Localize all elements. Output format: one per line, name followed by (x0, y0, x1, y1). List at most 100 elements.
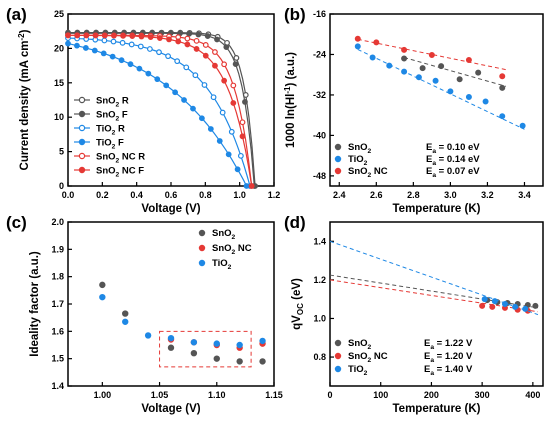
jv-point (192, 72, 199, 79)
x-tick-label-c: 1.00 (94, 390, 112, 400)
legend-label: SnO2 (212, 228, 236, 241)
x-axis-title-d: Temperature (K) (393, 403, 481, 415)
legend-label: TiO2 (348, 154, 368, 167)
data-point (213, 340, 220, 347)
legend-ea: Ea = 1.20 V (424, 351, 473, 364)
legend-marker (78, 96, 86, 104)
legend-marker (334, 365, 342, 373)
legend-marker (334, 339, 342, 347)
legend-marker (198, 244, 206, 252)
data-point (499, 73, 506, 80)
x-tick-label-d: 400 (525, 390, 540, 400)
x-tick-label-a: 0.8 (199, 190, 212, 200)
fit-line-2 (357, 38, 507, 71)
x-tick-label-d: 100 (373, 390, 388, 400)
x-tick-label-a: 1.2 (268, 190, 281, 200)
legend-ea: Ea = 0.07 eV (426, 166, 480, 179)
jv-point (163, 82, 170, 89)
x-tick-label-d: 300 (475, 390, 490, 400)
data-point (475, 69, 482, 76)
jv-point (181, 97, 187, 103)
data-point (499, 84, 506, 91)
legend-label: SnO2 (348, 338, 372, 351)
y-tick-label-b: -16 (313, 9, 326, 19)
x-tick-label-b: 3.4 (518, 190, 531, 200)
jv-point (154, 76, 161, 83)
x-tick-label-b: 3.0 (444, 190, 457, 200)
legend-label: SnO2 NC (348, 351, 388, 364)
jv-point (190, 105, 196, 112)
jv-point (219, 109, 226, 116)
jv-point (202, 42, 209, 48)
highlight-box (159, 330, 252, 368)
y-tick-label-a: 15 (54, 78, 64, 88)
jv-point (193, 37, 200, 44)
legend-label: TiO2 (348, 364, 368, 377)
x-axis-title-b: Temperature (K) (393, 203, 481, 215)
legend-label: SnO2 (348, 142, 372, 155)
jv-point (201, 82, 208, 88)
fit-line-1 (357, 48, 525, 130)
data-point (144, 332, 152, 339)
y-axis-title-b: 1000 ln(Hl-1) (a.u.) (283, 52, 297, 148)
data-point (401, 46, 408, 53)
panel-b-chart: 2.4 2.6 2.8 3.0 3.2 3.4 -16 -24 -32 -40 -48 Tempera… (283, 9, 544, 215)
jv-point (109, 53, 116, 60)
data-point (236, 341, 243, 349)
data-point (465, 57, 472, 64)
jv-point (65, 32, 71, 39)
y-tick-label-a: 10 (54, 112, 64, 122)
jv-point (92, 32, 99, 39)
x-tick-label-a: 0.4 (130, 190, 143, 200)
y-tick-label-c: 1.8 (51, 272, 64, 282)
panel-label-c: (c) (6, 213, 27, 232)
data-point (373, 39, 380, 46)
jv-point (186, 30, 192, 37)
y-tick-label-d: 1.2 (313, 275, 326, 285)
y-tick-label-a: 5 (59, 147, 64, 157)
y-tick-label-d: 1.0 (313, 313, 326, 323)
legend-marker (78, 124, 86, 132)
x-tick-label-c: 1.15 (265, 390, 283, 400)
jv-point (147, 34, 154, 41)
data-point (167, 344, 175, 351)
data-point (354, 43, 361, 50)
jv-point (204, 33, 211, 39)
y-tick-label-c: 1.5 (51, 354, 64, 364)
legend-label: SnO2 R (96, 96, 129, 109)
data-point (438, 63, 445, 70)
jv-point (214, 36, 220, 43)
data-point (213, 355, 220, 362)
jv-point (118, 57, 125, 64)
legend-label: TiO2 F (96, 138, 124, 151)
jv-point (248, 183, 255, 189)
jv-point (230, 82, 237, 89)
legend-label: SnO2 NC (212, 243, 252, 256)
data-point (122, 310, 129, 317)
x-tick-label-c: 1.05 (151, 390, 169, 400)
plot-frame-b (329, 13, 544, 187)
jv-point (212, 49, 218, 55)
data-point (512, 303, 519, 310)
data-point (401, 55, 408, 62)
x-tick-label-a: 1.0 (233, 190, 246, 200)
jv-point (239, 133, 246, 140)
legend-marker (78, 166, 86, 174)
data-point (259, 337, 266, 345)
jv-point (225, 151, 232, 158)
jv-point (82, 45, 89, 51)
panel-label-a: (a) (6, 5, 27, 24)
data-point (501, 301, 508, 308)
jv-point (65, 40, 71, 47)
data-point (259, 358, 266, 365)
data-point (489, 303, 496, 310)
y-tick-label-b: -48 (313, 171, 326, 181)
legend-marker (334, 352, 342, 360)
data-point (432, 77, 439, 84)
y-tick-label-b: -40 (313, 130, 326, 140)
data-point (482, 98, 489, 105)
legend-marker (78, 110, 86, 118)
jv-point (146, 46, 153, 52)
jv-point (212, 62, 218, 69)
